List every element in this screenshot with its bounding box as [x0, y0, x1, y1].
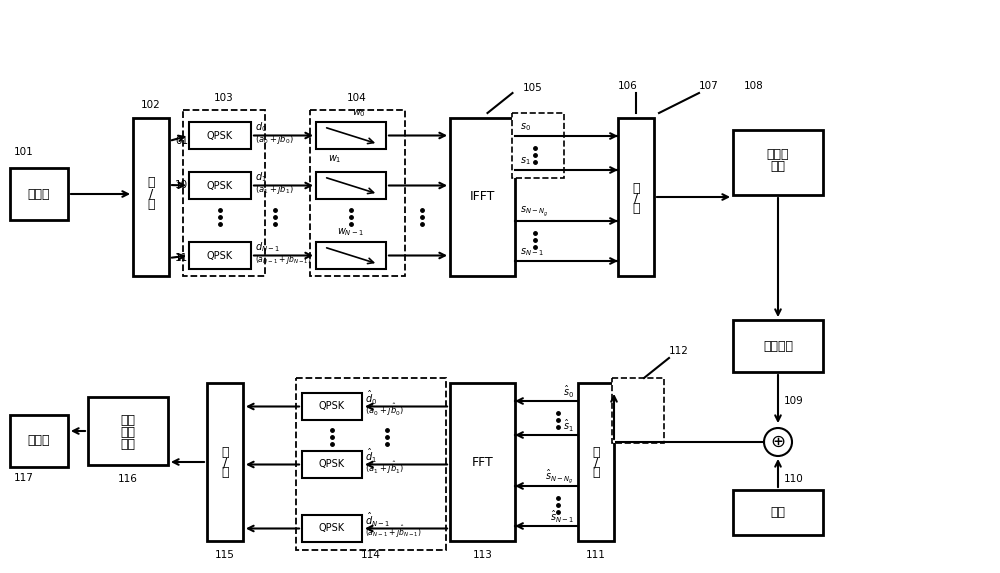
- Text: $s_{N-N_g}$: $s_{N-N_g}$: [520, 205, 548, 219]
- Bar: [618, 118, 654, 276]
- Text: $\hat{s}_0$: $\hat{s}_0$: [563, 384, 574, 400]
- Bar: [733, 490, 823, 535]
- Bar: [450, 383, 515, 541]
- Text: $\hat{s}_{N-N_g}$: $\hat{s}_{N-N_g}$: [545, 468, 574, 486]
- Text: $s_1$: $s_1$: [520, 155, 531, 167]
- Bar: [296, 378, 446, 550]
- Text: 106: 106: [618, 81, 638, 91]
- Text: 判决: 判决: [120, 438, 136, 450]
- Text: 102: 102: [141, 100, 161, 110]
- Bar: [733, 130, 823, 195]
- Text: 10: 10: [175, 180, 188, 190]
- Text: $w_0$: $w_0$: [352, 107, 366, 119]
- Bar: [183, 110, 265, 276]
- Text: 串: 串: [221, 466, 229, 480]
- Bar: [189, 122, 251, 149]
- Text: QPSK: QPSK: [207, 250, 233, 261]
- Text: $\oplus$: $\oplus$: [770, 433, 786, 451]
- Text: 并: 并: [221, 446, 229, 460]
- Text: /: /: [223, 457, 227, 469]
- Bar: [316, 122, 386, 149]
- Text: QPSK: QPSK: [319, 402, 345, 411]
- Text: 109: 109: [784, 396, 804, 406]
- Text: 111: 111: [586, 550, 606, 560]
- Text: $(\hat{a}_{N-1}+j\hat{b}_{N-1})$: $(\hat{a}_{N-1}+j\hat{b}_{N-1})$: [365, 524, 422, 540]
- Text: 时间反: 时间反: [767, 147, 789, 160]
- Text: $d_0$: $d_0$: [255, 120, 267, 134]
- Text: 103: 103: [214, 93, 234, 103]
- Text: $(a_{N-1}+jb_{N-1})$: $(a_{N-1}+jb_{N-1})$: [255, 253, 312, 265]
- Bar: [310, 110, 405, 276]
- Text: $s_0$: $s_0$: [520, 121, 531, 133]
- Text: 噪声: 噪声: [770, 505, 786, 519]
- Bar: [189, 172, 251, 199]
- Text: 符号: 符号: [120, 414, 136, 427]
- Text: $w_1$: $w_1$: [328, 153, 342, 165]
- Text: $d_{N-1}$: $d_{N-1}$: [255, 240, 280, 254]
- Text: QPSK: QPSK: [207, 180, 233, 190]
- Text: 117: 117: [14, 473, 34, 483]
- Text: /: /: [594, 457, 598, 469]
- Text: 11: 11: [175, 253, 188, 263]
- Bar: [302, 515, 362, 542]
- Text: /: /: [634, 191, 638, 205]
- Text: 115: 115: [215, 550, 235, 560]
- Text: 无线信道: 无线信道: [763, 339, 793, 352]
- Text: 101: 101: [14, 147, 34, 157]
- Text: 比特流: 比特流: [28, 434, 50, 448]
- Bar: [450, 118, 515, 276]
- Bar: [133, 118, 169, 276]
- Text: 串: 串: [592, 446, 600, 460]
- Text: 116: 116: [118, 474, 138, 484]
- Text: 107: 107: [699, 81, 719, 91]
- Bar: [88, 397, 168, 465]
- Text: 串: 串: [147, 176, 155, 190]
- Text: $s_{N-1}$: $s_{N-1}$: [520, 246, 544, 258]
- Text: $\hat{d}_0$: $\hat{d}_0$: [365, 389, 377, 407]
- Text: $\hat{d}_1$: $\hat{d}_1$: [365, 447, 377, 465]
- Text: $\hat{s}_{N-1}$: $\hat{s}_{N-1}$: [550, 509, 574, 525]
- Text: 113: 113: [473, 550, 492, 560]
- Text: $\hat{s}_1$: $\hat{s}_1$: [563, 418, 574, 434]
- Text: 108: 108: [744, 81, 764, 91]
- Text: 演器: 演器: [770, 160, 786, 174]
- Text: 抽样: 抽样: [120, 426, 136, 438]
- Text: 110: 110: [784, 474, 804, 484]
- Text: IFFT: IFFT: [470, 190, 495, 203]
- Text: $(\hat{a}_0+j\hat{b}_0)$: $(\hat{a}_0+j\hat{b}_0)$: [365, 402, 404, 418]
- Text: 104: 104: [347, 93, 367, 103]
- Text: $w_{N-1}$: $w_{N-1}$: [337, 226, 365, 238]
- Text: 112: 112: [669, 346, 689, 356]
- Bar: [316, 172, 386, 199]
- Text: QPSK: QPSK: [207, 131, 233, 140]
- Text: FFT: FFT: [472, 456, 493, 469]
- Bar: [10, 415, 68, 467]
- Text: $(a_0+jb_0)$: $(a_0+jb_0)$: [255, 132, 294, 146]
- Text: 串: 串: [632, 202, 640, 214]
- Text: 比特流: 比特流: [28, 187, 50, 201]
- Bar: [207, 383, 243, 541]
- Bar: [733, 320, 823, 372]
- Text: /: /: [149, 187, 153, 201]
- Bar: [512, 113, 564, 178]
- Text: $(a_1+jb_1)$: $(a_1+jb_1)$: [255, 182, 294, 195]
- Bar: [578, 383, 614, 541]
- Text: $\hat{d}_{N-1}$: $\hat{d}_{N-1}$: [365, 511, 390, 529]
- Text: $d_1$: $d_1$: [255, 170, 267, 184]
- Bar: [302, 393, 362, 420]
- Text: 105: 105: [523, 83, 542, 93]
- Text: 01: 01: [175, 136, 188, 146]
- Bar: [189, 242, 251, 269]
- Bar: [302, 451, 362, 478]
- Text: 并: 并: [592, 466, 600, 480]
- Text: 并: 并: [632, 182, 640, 194]
- Text: 并: 并: [147, 198, 155, 211]
- Text: QPSK: QPSK: [319, 460, 345, 469]
- Bar: [316, 242, 386, 269]
- Text: 114: 114: [361, 550, 381, 560]
- Bar: [612, 378, 664, 443]
- Text: $(\hat{a}_1+j\hat{b}_1)$: $(\hat{a}_1+j\hat{b}_1)$: [365, 460, 404, 476]
- Bar: [10, 168, 68, 220]
- Text: QPSK: QPSK: [319, 524, 345, 533]
